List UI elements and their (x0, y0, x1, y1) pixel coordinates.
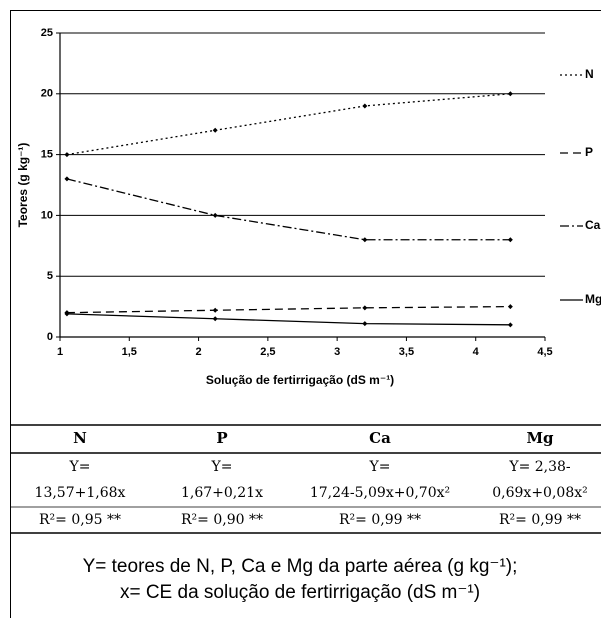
data-point (64, 176, 70, 182)
legend-label: Ca (585, 218, 601, 232)
data-point (212, 307, 218, 313)
data-point (212, 316, 218, 322)
series-line (66, 313, 511, 326)
x-tick-label: 2 (196, 346, 202, 358)
series-line (66, 93, 511, 156)
data-point (64, 152, 70, 158)
table-header: Mg (526, 429, 554, 447)
data-point (212, 127, 218, 133)
table-cell: R²= 0,95 ** (39, 512, 121, 528)
table-cell: Y= 2,38- (508, 459, 571, 475)
data-point (362, 321, 368, 327)
legend-label: Mg (585, 292, 601, 306)
data-point (507, 322, 513, 328)
table-cell: 17,24-5,09x+0,70x² (310, 485, 450, 501)
x-tick-label: 3,5 (399, 346, 414, 358)
data-point (362, 103, 368, 109)
data-point (507, 91, 513, 97)
y-axis-label: Teores (g kg⁻¹) (16, 143, 30, 228)
x-tick-label: 1,5 (122, 346, 137, 358)
table-cell: R²= 0,99 ** (339, 512, 421, 528)
data-point (362, 237, 368, 243)
y-tick-label: 20 (41, 88, 53, 100)
data-point (362, 305, 368, 311)
table-header: Ca (369, 429, 391, 447)
y-tick-label: 0 (47, 331, 53, 343)
x-tick-label: 2,5 (260, 346, 275, 358)
table-cell: Y= (369, 459, 391, 475)
data-point (64, 311, 70, 317)
series-line (66, 178, 511, 241)
x-tick-label: 4 (473, 346, 480, 358)
y-tick-label: 10 (41, 209, 53, 221)
footnote: Y= teores de N, P, Ca e Mg da parte aére… (83, 556, 518, 577)
data-point (507, 304, 513, 310)
legend-label: N (585, 67, 594, 81)
x-tick-label: 3 (334, 346, 340, 358)
table-cell: 1,67+0,21x (181, 485, 263, 501)
table-cell: 0,69x+0,08x² (492, 485, 587, 501)
table-cell: R²= 0,99 ** (499, 512, 581, 528)
y-tick-label: 15 (41, 149, 53, 161)
table-cell: Y= (211, 459, 233, 475)
x-axis-label: Solução de fertirrigação (dS m⁻¹) (206, 373, 394, 387)
table-header: N (73, 429, 87, 447)
table-cell: R²= 0,90 ** (181, 512, 263, 528)
table-cell: Y= (69, 459, 91, 475)
table-cell: 13,57+1,68x (35, 485, 126, 501)
x-tick-label: 1 (57, 346, 63, 358)
table-header: P (216, 429, 227, 447)
legend-label: P (585, 145, 593, 159)
x-tick-label: 4,5 (537, 346, 552, 358)
series-line (66, 305, 511, 314)
data-point (212, 212, 218, 218)
data-point (507, 237, 513, 243)
footnote: x= CE da solução de fertirrigação (dS m⁻… (120, 582, 480, 603)
y-tick-label: 25 (41, 27, 53, 39)
y-tick-label: 5 (47, 270, 53, 282)
